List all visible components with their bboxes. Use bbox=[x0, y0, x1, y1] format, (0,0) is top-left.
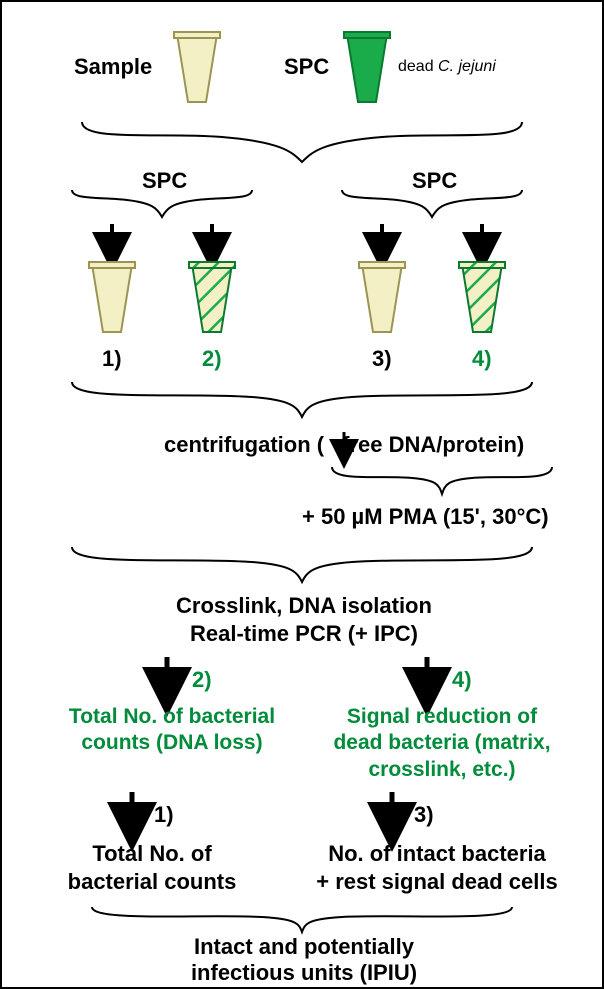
step3-num: 3) bbox=[414, 802, 434, 828]
label-pma: + 50 µM PMA (15', 30°C) bbox=[302, 504, 549, 530]
label-spc-top: SPC bbox=[284, 54, 329, 80]
spc-tube bbox=[344, 32, 390, 102]
step3-text: No. of intact bacteria + rest signal dea… bbox=[292, 840, 582, 895]
tube-3 bbox=[359, 262, 405, 332]
label-spc-right: SPC bbox=[412, 168, 457, 194]
brace-pma bbox=[332, 467, 552, 494]
brace-split-left bbox=[72, 190, 252, 217]
label-crosslink: Crosslink, DNA isolation Real-time PCR (… bbox=[2, 592, 604, 647]
label-spc-left: SPC bbox=[142, 168, 187, 194]
step4-num: 4) bbox=[452, 667, 472, 693]
step2-text: Total No. of bacterial counts (DNA loss) bbox=[47, 704, 297, 757]
diagram-frame: Sample SPC dead C. jejuni dead C. jejuni… bbox=[0, 0, 604, 989]
label-dead-cj: dead C. jejuni dead C. jejuni bbox=[398, 58, 496, 76]
sample-tube bbox=[174, 32, 220, 102]
final-text: Intact and potentially infectious units … bbox=[2, 934, 604, 987]
num-2: 2) bbox=[202, 346, 222, 372]
brace-split-right bbox=[342, 190, 522, 217]
num-4: 4) bbox=[472, 346, 492, 372]
step1-num: 1) bbox=[154, 802, 174, 828]
num-3: 3) bbox=[372, 346, 392, 372]
tube-1 bbox=[89, 262, 135, 332]
num-1: 1) bbox=[102, 346, 122, 372]
brace-four bbox=[72, 382, 532, 417]
label-sample: Sample bbox=[74, 54, 152, 80]
label-centrifugation: centrifugation (free DNA/protein) bbox=[164, 432, 524, 458]
step4-text: Signal reduction of dead bacteria (matri… bbox=[312, 704, 572, 783]
step1-text: Total No. of bacterial counts bbox=[42, 840, 262, 895]
tube-2 bbox=[189, 262, 235, 332]
step2-num: 2) bbox=[192, 667, 212, 693]
brace-final bbox=[92, 907, 512, 932]
brace-top bbox=[82, 122, 522, 162]
tube-4 bbox=[459, 262, 505, 332]
brace-crosslink bbox=[72, 547, 532, 582]
